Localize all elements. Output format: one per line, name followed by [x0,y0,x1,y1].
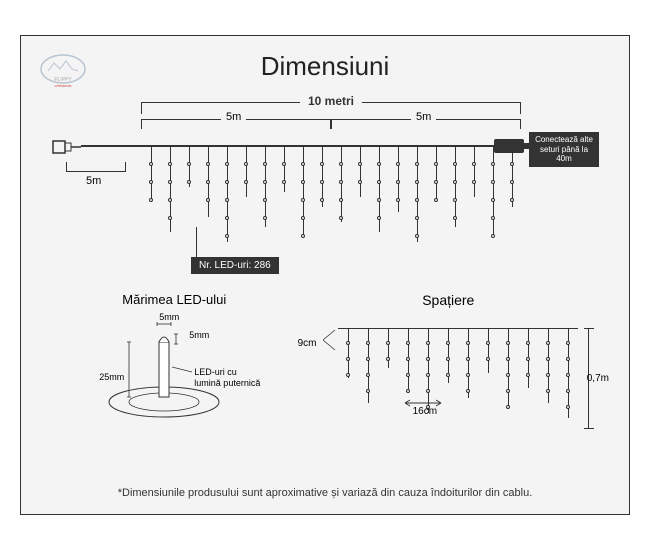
strand [455,147,456,227]
page-title: Dimensiuni [41,51,609,82]
strand [246,147,247,197]
strand [322,147,323,207]
bottom-details-row: Mărimea LED-ului [41,292,609,443]
spacing-title: Spațiere [298,292,599,308]
spacing-cable [338,328,578,329]
strand [493,147,494,237]
half-length-label-1: 5m [221,111,246,123]
svg-text:christmas: christmas [54,83,71,88]
led-count-box: Nr. LED-uri: 286 [191,257,279,274]
spacing-strand [508,328,509,408]
spacing-height-label: 0,7m [587,373,609,384]
end-connector-icon [494,139,524,153]
strand [303,147,304,237]
spacing-diagram: 9cm 16cm 0,7m [298,313,599,443]
diagram-frame: FLIPPY christmas Dimensiuni 10 metri 5m … [20,35,630,515]
led-dim-5mm-cap: 5mm [189,330,209,340]
main-cable [141,145,521,147]
main-dimension-diagram: 10 metri 5m 5m Conectează alte seturi pâ… [61,97,589,262]
lead-cable [81,145,141,147]
led-description: LED-uri cu lumină puternică [194,367,264,389]
strand [170,147,171,232]
strand [189,147,190,187]
strand [398,147,399,212]
footnote-text: *Dimensiunile produsului sunt aproximati… [21,487,629,499]
power-plug-icon [51,137,81,157]
strand [284,147,285,192]
spacing-strand [528,328,529,388]
strand [341,147,342,222]
strand [379,147,380,232]
strand [512,147,513,207]
lead-length-label: 5m [86,175,101,187]
led-size-section: Mărimea LED-ului [51,292,298,443]
led-dim-25mm: 25mm [99,372,124,382]
brand-logo: FLIPPY christmas [36,51,91,91]
spacing-strand [408,328,409,393]
led-count-pointer [196,227,197,257]
strand [265,147,266,227]
led-drawing: 5mm 5mm 25mm LED-uri cu lumină puternică [94,312,254,432]
strand [474,147,475,197]
spacing-strand [448,328,449,383]
spacing-strand [568,328,569,418]
strand [227,147,228,242]
strand [360,147,361,197]
half-length-label-2: 5m [411,111,436,123]
spacing-strand [388,328,389,368]
strand [151,147,152,202]
total-length-label: 10 metri [300,94,362,108]
strand [208,147,209,217]
spacing-strand [488,328,489,373]
spacing-strand [368,328,369,403]
lead-length-bracket [66,162,126,172]
spacing-strand [468,328,469,398]
strand [436,147,437,202]
strand [417,147,418,242]
total-length-bracket: 10 metri [141,102,521,114]
spacing-16cm-arrow [403,395,443,405]
connect-info-box: Conectează alte seturi până la 40m [529,132,599,167]
spacing-9cm-label: 9cm [298,338,317,349]
spacing-section: Spațiere 9cm 16cm 0,7m [298,292,599,443]
led-dim-5mm-width: 5mm [159,312,179,322]
led-size-title: Mărimea LED-ului [51,292,298,307]
spacing-strand [348,328,349,378]
spacing-9cm-pointer [323,328,338,353]
spacing-strand [548,328,549,403]
spacing-16cm-label: 16cm [413,406,437,417]
